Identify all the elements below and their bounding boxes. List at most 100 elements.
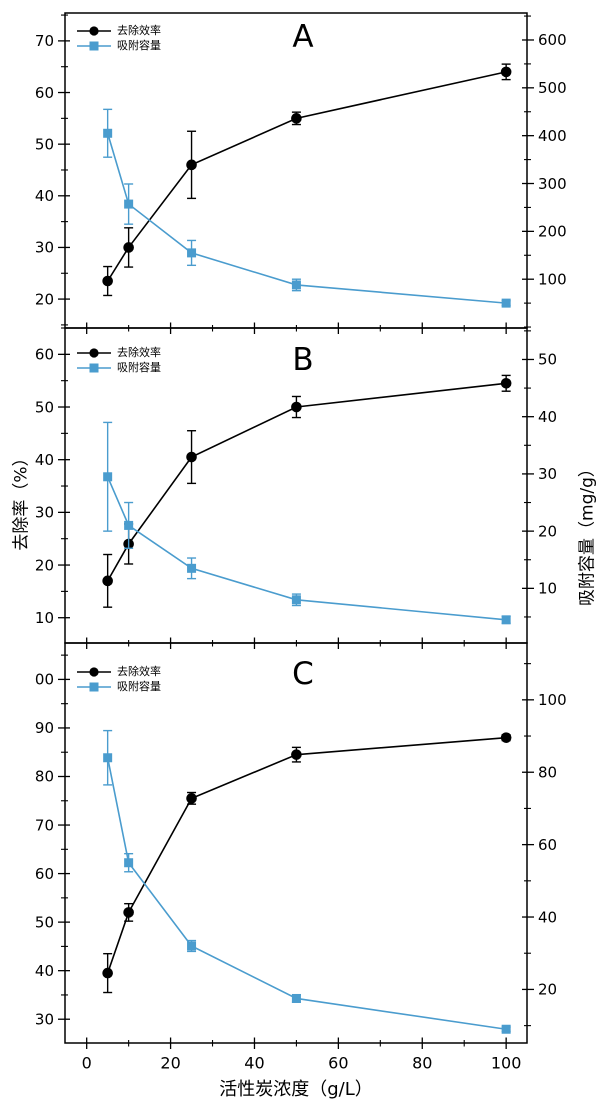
- left-tick-label: 60: [35, 865, 54, 883]
- left-tick-label: 20: [35, 556, 54, 574]
- panel-A-capacity-point: [501, 298, 511, 308]
- legend-label-capacity: 吸附容量: [117, 680, 161, 693]
- left-axis-title: 去除率（%）: [11, 449, 32, 551]
- left-tick-label: 40: [35, 451, 54, 469]
- legend-label-capacity: 吸附容量: [117, 39, 161, 52]
- panel-B-removal-point: [291, 401, 302, 413]
- left-tick-label: 40: [35, 962, 54, 980]
- right-tick-label: 600: [538, 31, 567, 49]
- left-tick-label: 30: [35, 1010, 54, 1028]
- legend-item-removal: 去除效率: [76, 23, 161, 38]
- panel-label-C: C: [292, 656, 314, 692]
- right-tick-label: 40: [538, 408, 557, 426]
- panel-B-removal-point: [102, 575, 113, 587]
- panel-B: 10 20 30 40 50 60 10 20 30 40 50: [35, 327, 557, 649]
- right-tick-label: 20: [538, 981, 557, 999]
- panel-A-capacity-point: [291, 280, 301, 290]
- panel-C-frame: [64, 642, 528, 1044]
- left-tick-label: 60: [35, 84, 54, 102]
- left-tick-label: 50: [35, 398, 54, 416]
- right-axis-title: 吸附容量（mg/g）: [577, 460, 598, 606]
- x-tick-label: 80: [412, 1054, 432, 1073]
- panel-B-capacity-point: [187, 563, 197, 573]
- right-tick-label: 60: [538, 836, 557, 854]
- removal-line-marker-icon: [77, 347, 111, 358]
- right-tick-label: 10: [538, 580, 557, 598]
- legend-item-capacity: 吸附容量: [76, 38, 161, 53]
- left-tick-label: 50: [35, 135, 54, 153]
- panel-A-removal-line: [106, 71, 507, 282]
- panel-B-removal-point: [500, 378, 512, 389]
- panel-A-removal-point: [291, 113, 302, 124]
- right-tick-label: 300: [538, 175, 567, 193]
- right-tick-label: 20: [538, 522, 557, 540]
- panel-A-capacity-point: [103, 128, 113, 138]
- capacity-line-marker-icon: [77, 682, 111, 691]
- right-tick-label: 80: [538, 763, 557, 781]
- right-tick-label: 400: [538, 127, 567, 145]
- left-tick-label: 40: [35, 187, 54, 205]
- legend-item-capacity: 吸附容量: [76, 679, 161, 694]
- legend-panel-B: 去除效率 吸附容量: [76, 345, 161, 375]
- panel-C-removal-point: [291, 749, 302, 760]
- left-tick-label: 90: [35, 719, 54, 737]
- left-tick-label: 70: [35, 32, 54, 50]
- capacity-line-marker-icon: [77, 363, 111, 372]
- panel-B-capacity-line: [106, 476, 507, 621]
- panel-A: 20 30 40 50 60 70 100 200 300 400 500 600: [35, 12, 567, 334]
- legend-label-capacity: 吸附容量: [117, 361, 161, 374]
- x-tick-label: 0: [82, 1054, 92, 1073]
- right-tick-label: 200: [538, 223, 567, 241]
- left-tick-label: 60: [35, 346, 54, 364]
- panel-label-B: B: [292, 342, 314, 378]
- panel-C-capacity-line: [106, 757, 507, 1031]
- right-tick-label: 40: [538, 908, 557, 926]
- panel-A-capacity-point: [124, 199, 134, 209]
- panel-C-capacity-point: [291, 993, 301, 1003]
- right-tick-label: 100: [538, 691, 567, 709]
- capacity-line-marker-icon: [77, 41, 111, 50]
- panel-A-capacity-line: [106, 133, 507, 304]
- panel-C-removal-line: [106, 736, 507, 974]
- panel-C-capacity-point: [103, 753, 113, 763]
- left-tick-label: 30: [35, 504, 54, 522]
- panel-B-capacity-point: [501, 615, 511, 625]
- panel-A-capacity-point: [187, 248, 197, 258]
- x-tick-label: 20: [160, 1054, 180, 1073]
- panel-C: 30 40 50 60 70 80 90 00 20 40 60 80 100: [35, 642, 567, 1049]
- right-tick-label: 500: [538, 79, 567, 97]
- removal-line-marker-icon: [77, 666, 111, 677]
- left-tick-label: 00: [35, 671, 54, 689]
- left-tick-label: 50: [35, 913, 54, 931]
- panel-C-removal-point: [186, 793, 197, 804]
- panel-A-removal-point: [102, 275, 113, 287]
- panel-C-capacity-point: [501, 1024, 511, 1034]
- left-tick-label: 10: [35, 609, 54, 627]
- panel-label-A: A: [292, 19, 314, 55]
- left-tick-label: 30: [35, 239, 54, 257]
- panel-A-removal-point: [186, 159, 197, 171]
- left-tick-label: 20: [35, 290, 54, 308]
- legend-panel-C: 去除效率 吸附容量: [76, 664, 161, 694]
- legend-item-removal: 去除效率: [76, 345, 161, 360]
- panel-A-removal-point: [123, 242, 134, 253]
- left-tick-label: 70: [35, 816, 54, 834]
- panel-C-removal-point: [500, 732, 512, 743]
- x-axis-title: 活性炭浓度（g/L）: [219, 1079, 373, 1100]
- right-tick-label: 30: [538, 465, 557, 483]
- panel-B-capacity-point: [291, 595, 301, 605]
- panel-C-capacity-point: [187, 941, 197, 951]
- x-tick-label: 100: [491, 1054, 522, 1073]
- legend-label-removal: 去除效率: [117, 665, 161, 678]
- panel-C-capacity-point: [124, 858, 134, 868]
- x-tick-label: 60: [328, 1054, 348, 1073]
- panel-C-removal-point: [102, 967, 113, 979]
- legend-label-removal: 去除效率: [117, 24, 161, 37]
- right-tick-label: 50: [538, 351, 557, 369]
- x-tick-label: 40: [244, 1054, 264, 1073]
- right-tick-label: 100: [538, 270, 567, 288]
- removal-line-marker-icon: [77, 25, 111, 36]
- panel-C-removal-point: [123, 907, 134, 918]
